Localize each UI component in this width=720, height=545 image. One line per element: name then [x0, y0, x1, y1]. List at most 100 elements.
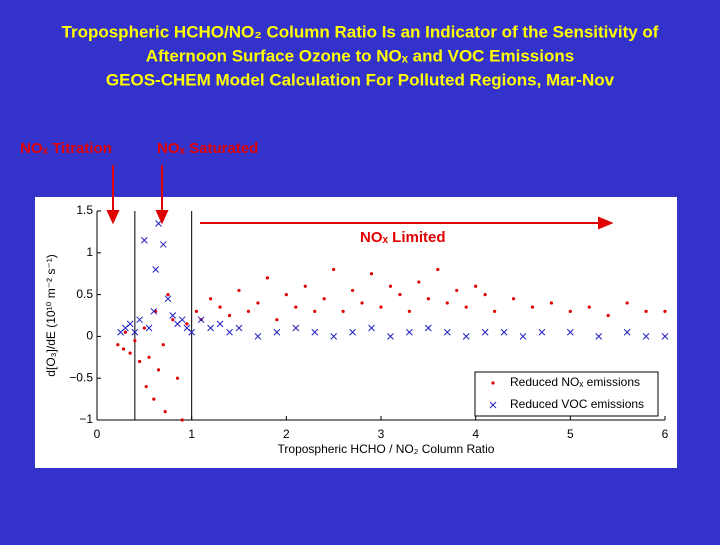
title-line: GEOS-CHEM Model Calculation For Polluted…	[106, 70, 615, 89]
data-point	[273, 328, 281, 336]
legend-box	[474, 371, 659, 417]
marker-stroke	[140, 236, 148, 244]
data-point	[163, 410, 167, 414]
data-point	[226, 328, 233, 336]
marker-stroke	[188, 328, 196, 336]
data-point	[254, 333, 262, 340]
marker-stroke	[330, 333, 338, 340]
data-point	[161, 343, 165, 347]
marker-stroke	[406, 328, 413, 336]
legend: Reduced NOₓ emissions Reduced VOC emissio…	[474, 371, 659, 417]
data-point	[142, 326, 146, 330]
y-tick-label: 0.5	[76, 287, 93, 301]
x-tick-label: 4	[472, 427, 479, 441]
marker-stroke	[489, 401, 497, 409]
data-point	[152, 397, 156, 401]
arrow-head	[106, 210, 120, 225]
legend-label: Reduced VOC emissions	[510, 397, 644, 411]
marker-stroke	[566, 328, 574, 336]
data-point	[398, 293, 402, 297]
title-line: Afternoon Surface Ozone to NOₓ and VOC E…	[146, 46, 574, 65]
data-point	[341, 309, 345, 313]
title-line: Tropospheric HCHO/NO₂ Column Ratio Is an…	[62, 22, 659, 41]
data-point	[625, 301, 629, 305]
marker-stroke	[368, 324, 375, 332]
marker-stroke	[178, 316, 186, 324]
marker-stroke	[152, 266, 160, 273]
x-tick-label: 0	[94, 427, 101, 441]
legend-marker	[491, 381, 495, 385]
y-tick-label: 1.5	[76, 203, 93, 217]
data-point	[538, 328, 546, 336]
data-point	[406, 328, 413, 336]
marker-stroke	[642, 333, 650, 340]
data-point	[388, 284, 393, 288]
marker-stroke	[159, 241, 167, 248]
data-point	[464, 305, 468, 309]
data-point	[445, 301, 449, 305]
marker-stroke	[273, 328, 281, 336]
data-point	[407, 309, 411, 313]
data-point	[443, 328, 451, 336]
data-point	[133, 338, 137, 343]
data-point	[207, 324, 214, 332]
data-point	[360, 301, 364, 305]
data-point	[387, 333, 394, 340]
legend-label: Reduced NOₓ emissions	[510, 375, 640, 389]
marker-stroke	[183, 324, 191, 332]
marker-stroke	[538, 328, 546, 336]
data-point	[644, 309, 648, 313]
legend-marker	[489, 401, 497, 409]
y-axis-label: d[O₃]/dE (10¹⁰ m⁻² s⁻¹)	[44, 254, 58, 376]
marker-stroke	[500, 328, 508, 336]
marker-stroke	[164, 295, 172, 303]
data-point	[155, 220, 162, 227]
data-point	[136, 316, 143, 324]
marker-stroke	[623, 328, 631, 336]
data-point	[246, 309, 251, 313]
data-point	[294, 305, 298, 309]
x-axis-label: Tropospheric HCHO / NO₂ Column Ratio	[278, 442, 495, 456]
data-point	[175, 376, 180, 380]
marker-stroke	[150, 307, 158, 315]
x-tick-label: 3	[378, 427, 385, 441]
data-point	[138, 359, 142, 364]
data-point	[152, 266, 160, 273]
data-point	[322, 297, 326, 301]
data-point	[426, 297, 430, 301]
data-point	[147, 355, 151, 359]
data-point	[549, 301, 554, 305]
marker-stroke	[292, 324, 300, 332]
annotation: NOₓ Titration	[20, 140, 112, 157]
data-point	[180, 418, 184, 422]
marker-stroke	[595, 333, 603, 340]
data-point	[474, 284, 478, 288]
data-point	[519, 333, 527, 340]
data-point	[126, 320, 134, 328]
marker-stroke	[131, 328, 139, 336]
plot-panel	[35, 197, 677, 468]
data-point	[197, 316, 205, 324]
data-point	[256, 301, 260, 305]
data-point	[131, 328, 139, 336]
marker-stroke	[169, 312, 177, 319]
data-point	[218, 305, 222, 309]
data-point	[417, 280, 421, 284]
data-point	[156, 368, 161, 372]
data-point	[568, 309, 572, 313]
y-tick-label: 0	[86, 329, 93, 343]
marker-stroke	[311, 328, 319, 336]
data-point	[209, 297, 213, 301]
marker-stroke	[349, 328, 356, 336]
y-tick-label: −0.5	[69, 370, 93, 384]
data-point	[164, 295, 172, 303]
data-point	[511, 297, 516, 301]
data-point	[159, 241, 167, 248]
annotation: NOₓ Limited	[360, 229, 446, 246]
data-point	[661, 333, 669, 340]
data-point	[116, 343, 120, 347]
data-point	[483, 293, 487, 297]
arrows	[106, 165, 614, 230]
data-point	[178, 316, 186, 324]
data-point	[424, 324, 432, 332]
